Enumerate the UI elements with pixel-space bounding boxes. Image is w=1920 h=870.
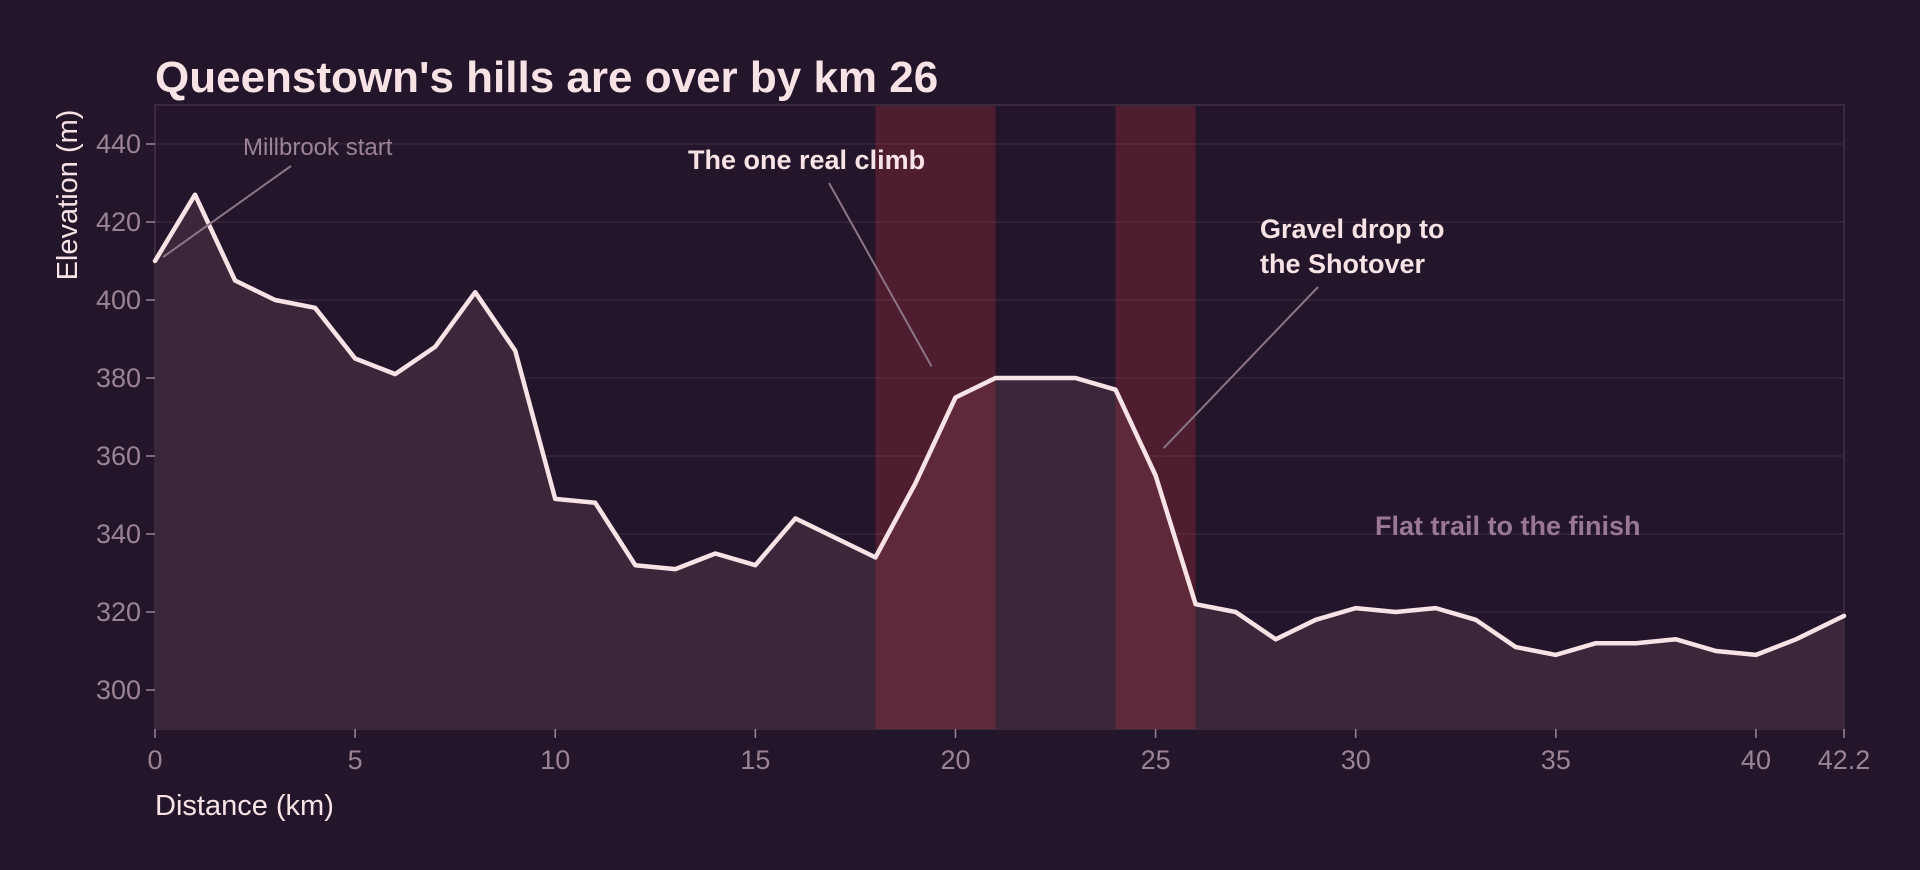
y-tick-label: 420 [96,207,141,237]
annotation-flat: Flat trail to the finish [1375,511,1641,541]
annotation-start: Millbrook start [243,134,393,161]
annotation-leader-line [828,182,933,367]
y-axis-title: Elevation (m) [52,110,84,281]
annotation-climb: The one real climb [688,145,925,175]
y-tick-label: 440 [96,129,141,159]
annotation-leader-line [162,165,292,258]
elevation-line [152,192,1847,658]
elevation-line-group [152,192,1847,658]
annotation-leader-line [1162,286,1319,449]
x-tick-label: 20 [940,745,970,775]
y-axis-ticks: 300 320 340 360 380 400 420 440 [96,129,155,705]
y-tick-label: 340 [96,519,141,549]
annotations: Millbrook start The one real climb Gravel … [162,134,1641,541]
x-tick-label: 10 [540,745,570,775]
y-tick-label: 360 [96,441,141,471]
x-tick-label: 30 [1341,745,1371,775]
chart-title: Queenstown's hills are over by km 26 [155,53,938,102]
y-tick-label: 380 [96,363,141,393]
x-tick-label: 25 [1141,745,1171,775]
x-axis-title: Distance (km) [155,790,334,822]
y-tick-label: 400 [96,285,141,315]
x-tick-label: 0 [147,745,162,775]
x-axis-ticks: 0 5 10 15 20 25 30 35 40 42.2 [147,729,1870,775]
x-tick-label: 42.2 [1818,745,1871,775]
x-tick-label: 35 [1541,745,1571,775]
y-tick-label: 300 [96,675,141,705]
x-tick-label: 5 [348,745,363,775]
annotation-drop: Gravel drop to the Shotover [1260,214,1445,279]
elevation-area-fill [155,194,1844,729]
x-tick-label: 40 [1741,745,1771,775]
y-tick-label: 320 [96,597,141,627]
highlight-band [875,106,996,729]
x-tick-label: 15 [740,745,770,775]
elevation-area [155,194,1844,729]
